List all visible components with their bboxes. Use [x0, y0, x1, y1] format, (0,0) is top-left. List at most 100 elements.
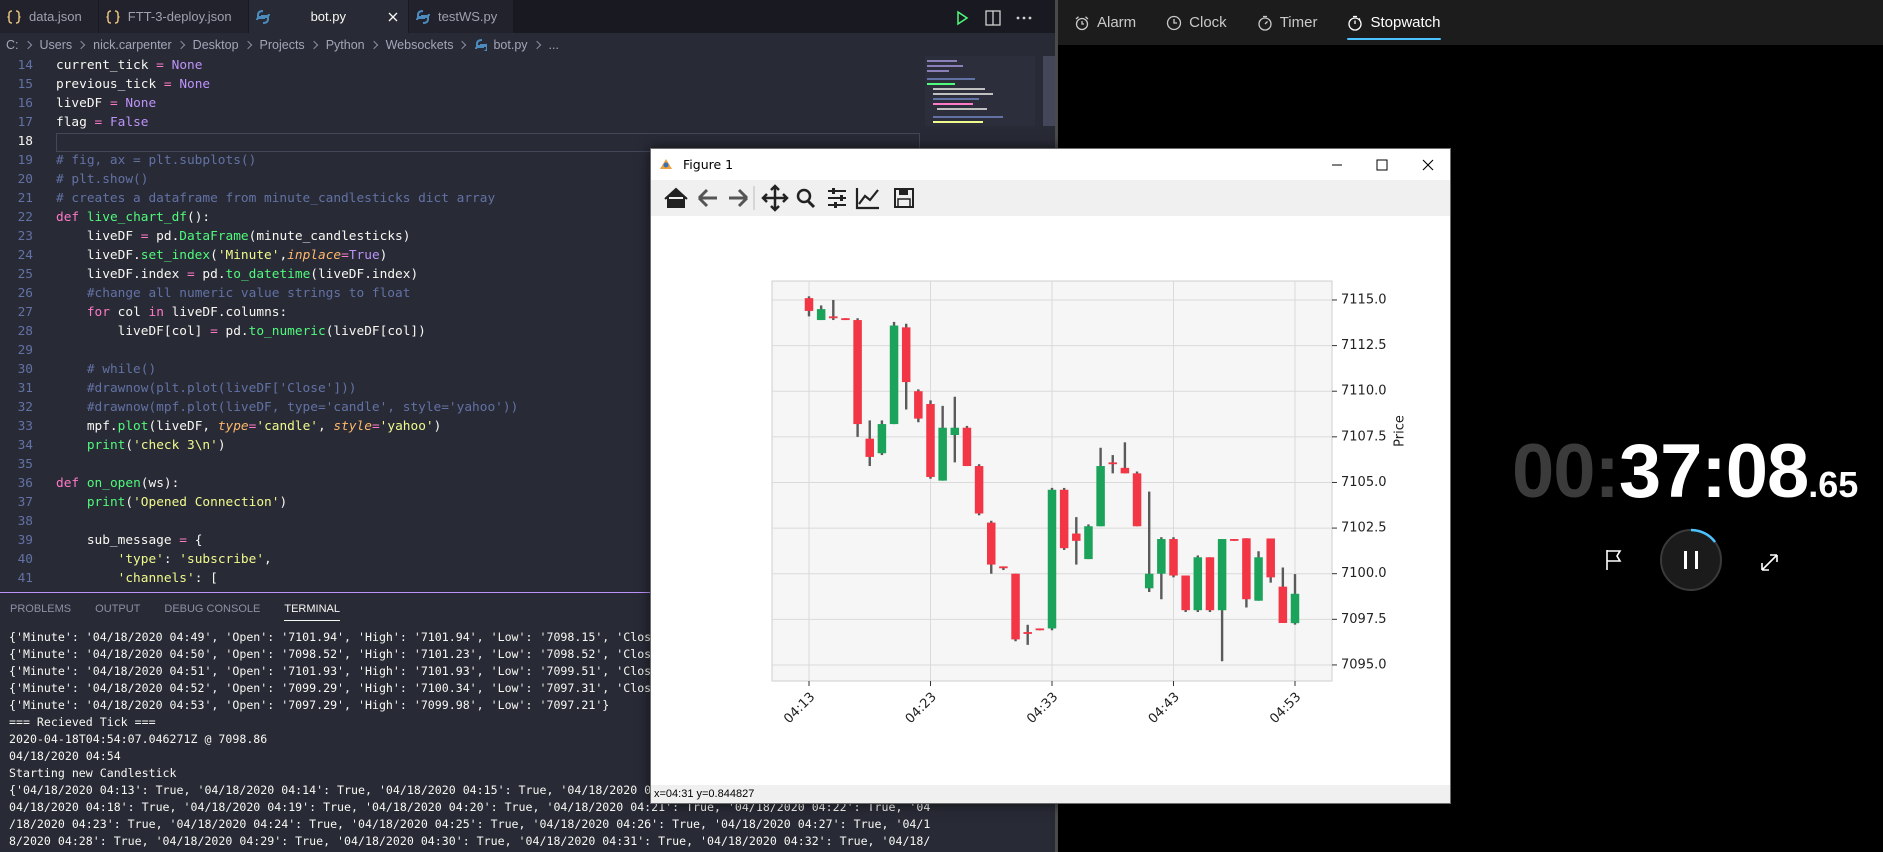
- window-title: Figure 1: [683, 157, 734, 172]
- terminal-line: 8/2020 04:28': True, '04/18/2020 04:29':…: [9, 834, 931, 848]
- py-glyph-bottom: [260, 13, 270, 24]
- breadcrumb-separator: [176, 40, 185, 49]
- breadcrumb[interactable]: ...: [548, 37, 559, 52]
- candle-body: [1132, 473, 1142, 527]
- breadcrumb[interactable]: Websockets: [385, 37, 454, 52]
- nav-item[interactable]: Alarm: [1074, 0, 1136, 45]
- candle-body: [1254, 557, 1263, 601]
- timer-icon: [1258, 15, 1272, 31]
- clock-icon: [1167, 15, 1182, 30]
- panel-tab[interactable]: PROBLEMS: [10, 603, 72, 615]
- candle-body: [974, 466, 984, 514]
- code-line: # creates a dataframe from minute_candle…: [56, 191, 496, 206]
- candle-body: [986, 522, 996, 565]
- lap-button[interactable]: [1606, 550, 1622, 570]
- breadcrumb[interactable]: nick.carpenter: [93, 37, 172, 52]
- line-number: 16: [17, 96, 33, 111]
- line-number: 31: [17, 381, 33, 396]
- line-number: 23: [17, 229, 33, 244]
- line-number: 40: [17, 552, 33, 567]
- editor-tab[interactable]: testWS.py: [408, 0, 515, 33]
- tab-label: FTT-3-deploy.json: [127, 9, 232, 24]
- nav-label: Timer: [1279, 14, 1318, 31]
- time-fraction: .65: [1808, 464, 1859, 505]
- y-tick-label: 7105.0: [1341, 475, 1387, 490]
- terminal-line: {'Minute': '04/18/2020 04:53', 'Open': '…: [9, 698, 610, 712]
- line-number: 38: [17, 514, 33, 529]
- candle-body: [1217, 539, 1227, 611]
- code-line: liveDF = pd.DataFrame(minute_candlestick…: [56, 229, 411, 244]
- code-line: #drawnow(plt.plot(liveDF['Close'])): [86, 381, 357, 396]
- toolbar-icons[interactable]: [651, 180, 931, 216]
- breadcrumb[interactable]: bot.py: [493, 37, 528, 52]
- pause-button[interactable]: [1660, 528, 1722, 591]
- candle-body: [1266, 538, 1275, 578]
- candle-body: [816, 309, 826, 321]
- y-tick-label: 7110.0: [1341, 384, 1387, 399]
- candle-body: [1047, 489, 1057, 629]
- nav-item[interactable]: Timer: [1257, 0, 1318, 45]
- breadcrumb[interactable]: Desktop: [192, 37, 239, 52]
- candle-body: [1035, 628, 1045, 631]
- candle-body: [865, 438, 875, 457]
- terminal-line: 04/18/2020 04:54: [9, 749, 121, 763]
- terminal-line: /18/2020 04:23': True, '04/18/2020 04:24…: [9, 817, 931, 831]
- line-number: 28: [17, 324, 33, 339]
- breadcrumb-separator: [309, 40, 318, 49]
- candle-body: [1157, 539, 1166, 574]
- y-tick-label: 7102.5: [1341, 521, 1387, 536]
- code-line: sub_message = {: [56, 533, 203, 548]
- panel-tab[interactable]: TERMINAL: [284, 603, 340, 621]
- code-area: 14 current_tick = None 15 previous_tick = N…: [0, 56, 1055, 592]
- nav-label: Stopwatch: [1370, 14, 1441, 31]
- expand-button[interactable]: [1761, 554, 1778, 571]
- breadcrumb-separator: [532, 40, 541, 49]
- terminal-line: === Recieved Tick ===: [9, 715, 156, 729]
- y-tick-label: 7095.0: [1341, 657, 1387, 672]
- candle-body: [889, 325, 899, 425]
- y-tick-label: 7097.5: [1341, 612, 1387, 627]
- breadcrumb[interactable]: Python: [325, 37, 365, 52]
- code-line: liveDF.set_index('Minute',inplace=True): [56, 248, 388, 263]
- editor-tab[interactable]: FTT-3-deploy.json: [98, 0, 249, 33]
- breadcrumb[interactable]: C:: [6, 37, 19, 52]
- line-number: 36: [17, 476, 33, 491]
- window-controls[interactable]: [1311, 153, 1449, 177]
- candle-body: [829, 316, 838, 319]
- line-number: 18: [17, 134, 33, 149]
- nav-item[interactable]: Stopwatch: [1347, 0, 1441, 45]
- tab-close[interactable]: [386, 10, 400, 24]
- candle-body: [950, 427, 960, 436]
- candle-body: [1096, 466, 1105, 527]
- candle-body: [1229, 539, 1239, 541]
- code-line: for col in liveDF.columns:: [86, 305, 288, 320]
- y-axis-label: Price: [1393, 415, 1408, 447]
- y-tick-label: 7115.0: [1341, 292, 1387, 307]
- x-tick-label: 04:13: [781, 690, 818, 727]
- code-line: # while(): [86, 362, 157, 377]
- candle-body: [804, 298, 814, 311]
- tab-label: data.json: [29, 9, 82, 24]
- panel-tab[interactable]: DEBUG CONSOLE: [164, 603, 261, 615]
- editor-tab[interactable]: bot.py: [248, 0, 409, 33]
- code-line: # plt.show(): [56, 172, 149, 187]
- time-main: 37:08: [1618, 429, 1809, 514]
- nav-item[interactable]: Clock: [1166, 0, 1227, 45]
- panel-tab[interactable]: OUTPUT: [95, 603, 141, 615]
- editor-actions[interactable]: [950, 8, 1040, 28]
- breadcrumb[interactable]: Users: [39, 37, 73, 52]
- candle-body: [938, 427, 947, 481]
- breadcrumb-separator: [243, 40, 252, 49]
- py-glyph-bottom: [480, 42, 488, 51]
- code-line: print('check 3\n'): [86, 438, 226, 453]
- breadcrumb[interactable]: Projects: [259, 37, 305, 52]
- json-glyph: [7, 9, 21, 24]
- panel-tabs: PROBLEMS OUTPUT DEBUG CONSOLE TERMINAL: [10, 603, 340, 621]
- x-tick-label: 04:43: [1146, 690, 1183, 727]
- candle-body: [1181, 575, 1190, 611]
- status-bar: x=04:31 y=0.844827: [651, 785, 1450, 803]
- line-number: 25: [17, 267, 33, 282]
- editor-tab[interactable]: data.json: [0, 0, 99, 33]
- code-line: #drawnow(mpf.plot(liveDF, type='candle',…: [86, 400, 519, 415]
